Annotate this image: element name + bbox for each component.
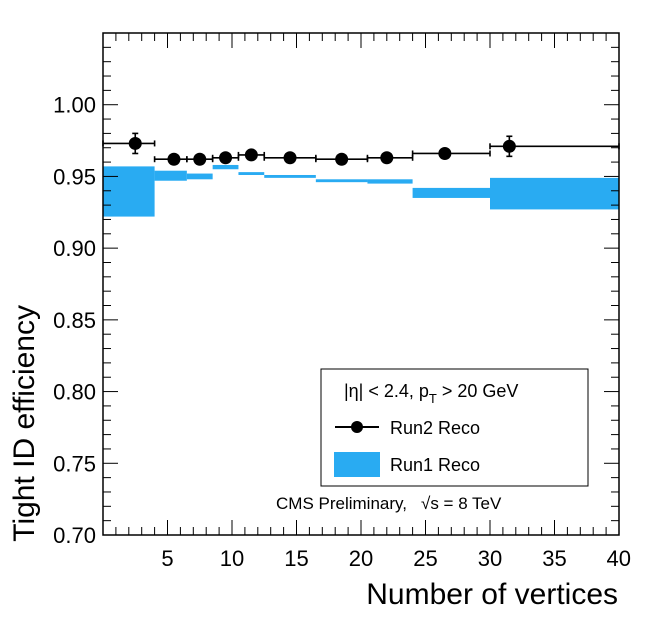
x-tick-label-25: 25 (413, 546, 437, 571)
run2-point-10 (489, 135, 620, 158)
legend: |η| < 2.4, pT > 20 GeV Run2 Reco Run1 Re… (320, 368, 589, 487)
run2-marker (193, 152, 207, 166)
x-tick-label-30: 30 (478, 546, 502, 571)
run2-marker (335, 152, 349, 166)
run2-marker (167, 152, 181, 166)
y-tick-label-0.80: 0.80 (53, 380, 96, 405)
run1-band-bin-6 (264, 174, 316, 178)
x-tick-label-20: 20 (349, 546, 373, 571)
run2-point-7 (315, 152, 369, 166)
y-tick-label-0.90: 0.90 (53, 236, 96, 261)
run2-point-5 (237, 148, 266, 162)
run2-marker (244, 148, 258, 162)
run1-band-bin-4 (212, 164, 239, 170)
y-tick-label-0.75: 0.75 (53, 451, 96, 476)
run2-marker (502, 139, 516, 153)
annotation-sqrt-s: √s = 8 TeV (421, 494, 502, 513)
run2-point-3 (186, 152, 214, 166)
legend-header: |η| < 2.4, pT > 20 GeV (344, 381, 518, 406)
run1-band-layer (103, 164, 619, 217)
legend-header-prefix: |η| < 2.4, p (344, 381, 429, 401)
y-tick-label-1.00: 1.00 (53, 93, 96, 118)
run2-point-4 (211, 151, 240, 165)
x-axis-title: Number of vertices (366, 578, 618, 611)
run2-point-8 (366, 151, 414, 165)
run1-band-bin-2 (154, 170, 187, 181)
run2-marker (380, 151, 394, 165)
y-tick-label-0.85: 0.85 (53, 308, 96, 333)
run2-point-2 (153, 152, 188, 166)
x-tick-label-5: 5 (161, 546, 173, 571)
run2-point-6 (263, 151, 317, 165)
x-tick-label-10: 10 (220, 546, 244, 571)
run2-point-1 (102, 132, 156, 155)
axis-tick-labels: 5 10 15 20 25 30 35 40 0.70 0.75 0.80 0.85 0.90 0.95 1… (53, 93, 631, 571)
run1-band-bin-3 (186, 173, 213, 180)
legend-run1-swatch (334, 452, 380, 477)
legend-entry-run1: Run1 Reco (390, 455, 480, 475)
run2-marker (438, 146, 452, 160)
axis-ticks (103, 33, 619, 535)
run1-band-bin-9 (412, 187, 490, 198)
cms-annotation: CMS Preliminary, √s = 8 TeV (276, 494, 502, 513)
run1-band-bin-5 (238, 172, 265, 175)
run2-marker (219, 151, 233, 165)
y-tick-label-0.95: 0.95 (53, 164, 96, 189)
run1-band-bin-8 (367, 179, 413, 184)
legend-run2-marker (351, 421, 363, 433)
run2-point-9 (411, 146, 491, 160)
run2-marker (283, 151, 297, 165)
x-tick-label-35: 35 (542, 546, 566, 571)
annotation-prefix: CMS Preliminary, (276, 494, 407, 513)
x-tick-label-40: 40 (607, 546, 631, 571)
legend-header-subscript: T (429, 391, 437, 406)
y-axis-title: Tight ID efficiency (8, 305, 41, 542)
run2-marker (128, 136, 142, 150)
legend-header-suffix: > 20 GeV (437, 381, 519, 401)
run1-band-bin-10 (490, 177, 619, 210)
run1-band-bin-7 (315, 179, 368, 183)
legend-entry-run2: Run2 Reco (390, 418, 480, 438)
run1-band-bin-1 (103, 166, 155, 217)
y-tick-label-0.70: 0.70 (53, 523, 96, 548)
x-tick-label-15: 15 (284, 546, 308, 571)
run2-points-layer (102, 132, 620, 166)
